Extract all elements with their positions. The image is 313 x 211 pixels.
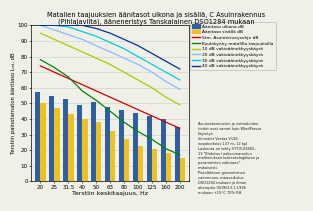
Bar xyxy=(49,96,54,181)
Text: Asuinrakennusten ja voimaloiden
tiedot ovat samat kuin WindProssa
käytetyt:
Voim: Asuinrakennusten ja voimaloiden tiedot o… xyxy=(198,122,261,195)
Bar xyxy=(180,158,185,181)
Bar xyxy=(138,146,143,181)
Legend: Äänitaso ulkona dB, Äänitaso sisällä dB, Stm. Asuinterveysohje dB, Kuulokynny ma: Äänitaso ulkona dB, Äänitaso sisällä dB,… xyxy=(190,22,275,70)
Bar xyxy=(105,107,110,181)
Bar xyxy=(91,102,96,181)
X-axis label: Terstiin keskitaajuus, Hz: Terstiin keskitaajuus, Hz xyxy=(72,191,148,196)
Bar xyxy=(96,122,101,181)
Bar xyxy=(146,116,152,181)
Bar xyxy=(124,139,129,181)
Bar xyxy=(152,149,157,181)
Bar xyxy=(77,105,82,181)
Y-axis label: Terstiin painotamaton ääntiaso Lₘₜ, dB: Terstiin painotamaton ääntiaso Lₘₜ, dB xyxy=(11,53,16,154)
Bar xyxy=(119,110,124,181)
Bar xyxy=(110,131,115,181)
Bar xyxy=(40,103,46,181)
Bar xyxy=(68,114,74,181)
Bar xyxy=(166,153,171,181)
Text: Matalien taajuuksien äänitasot ulkona ja sisällä, C Asuinrakennus
(Pihlajaviita): Matalien taajuuksien äänitasot ulkona ja… xyxy=(48,12,265,25)
Bar xyxy=(82,119,88,181)
Bar xyxy=(63,99,68,181)
Bar xyxy=(35,92,40,181)
Bar xyxy=(54,108,59,181)
Bar xyxy=(133,113,138,181)
Bar xyxy=(161,119,166,181)
Bar xyxy=(175,127,180,181)
